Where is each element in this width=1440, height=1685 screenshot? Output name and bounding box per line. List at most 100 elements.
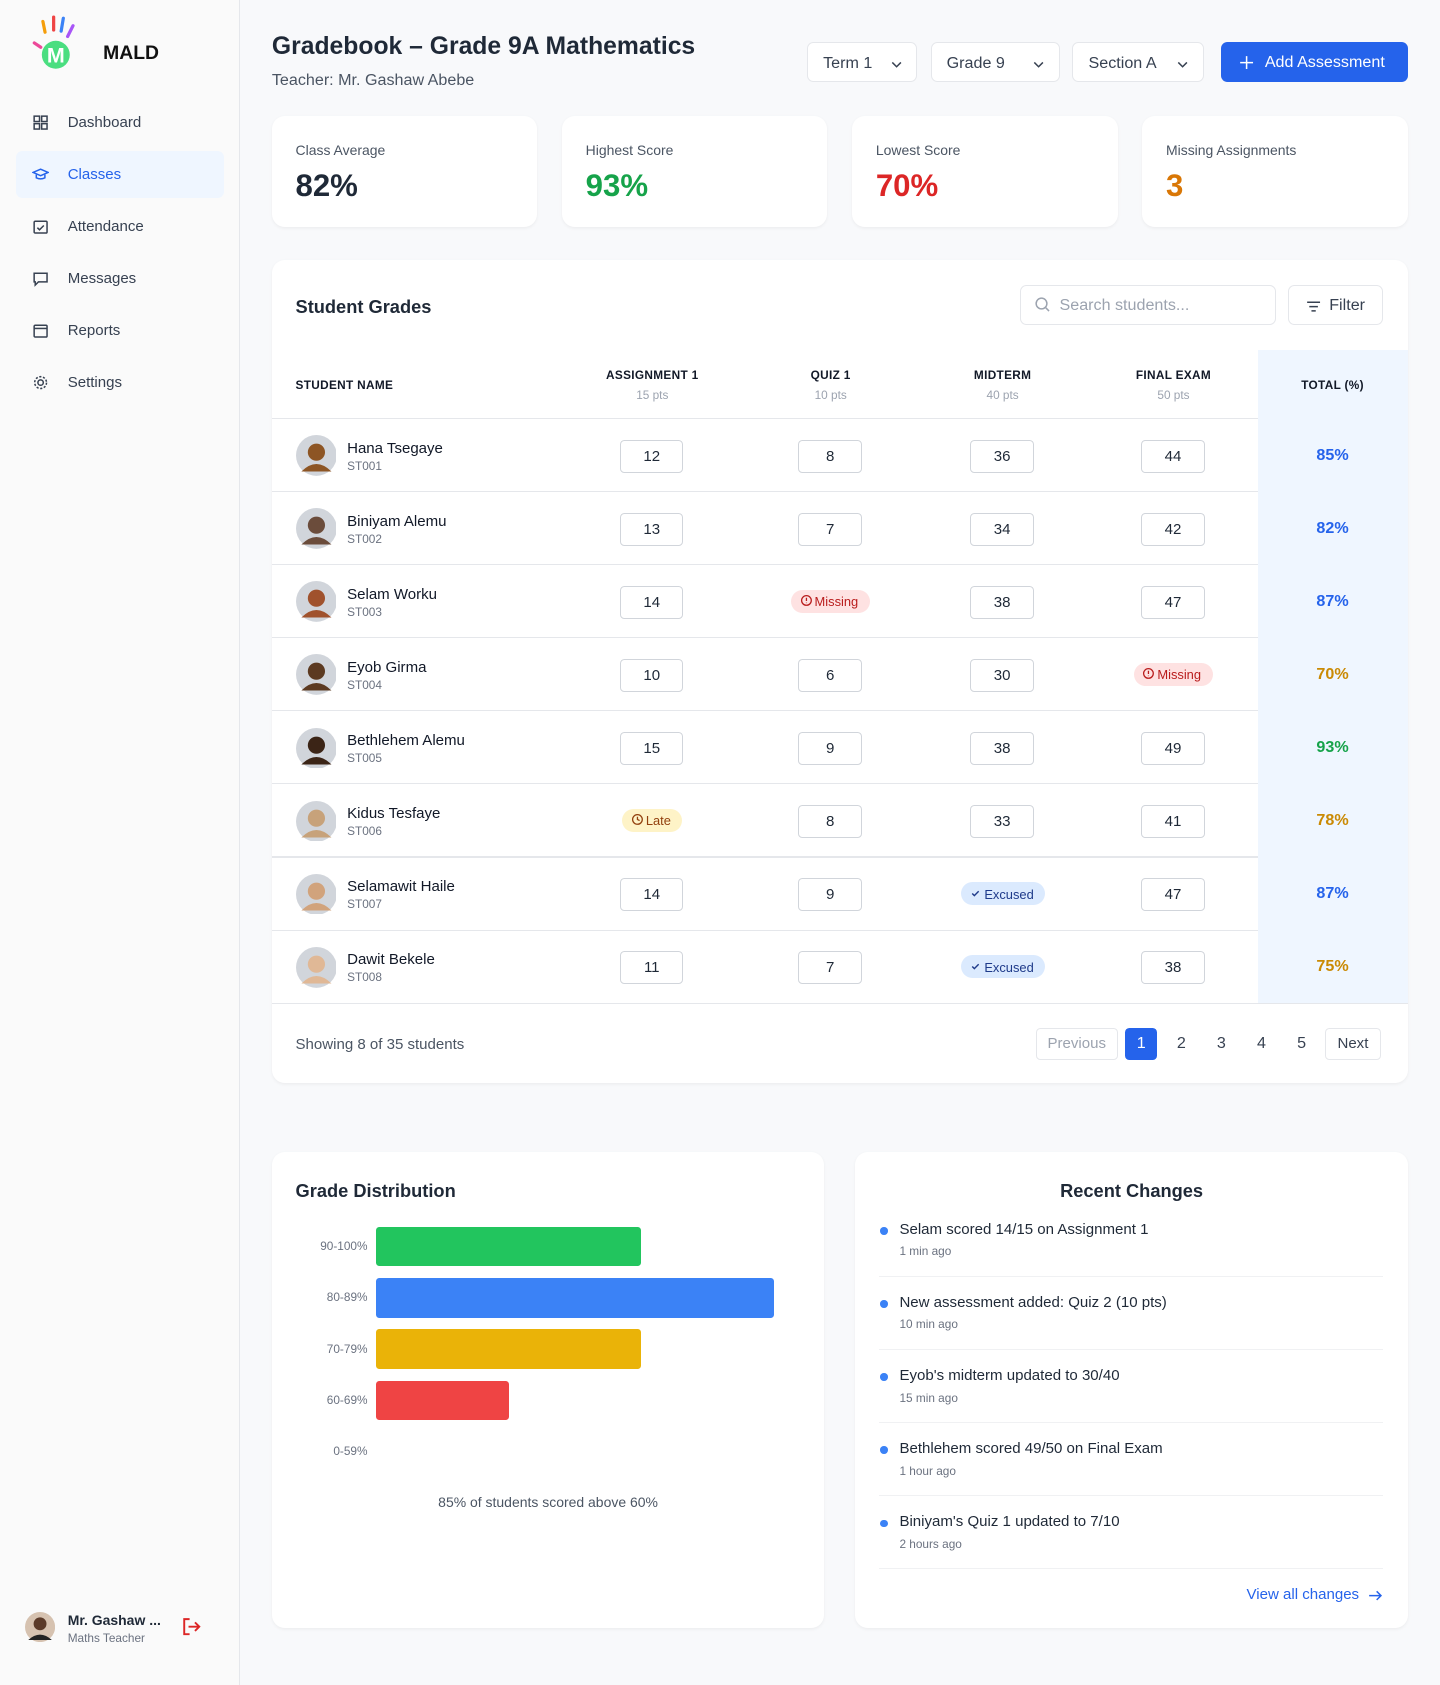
nav-icon (33, 115, 49, 130)
student-avatar (295, 800, 337, 842)
status-icon (631, 814, 643, 826)
change-time: 15 min ago (899, 1390, 958, 1405)
nav-item[interactable]: Classes (16, 150, 224, 199)
row-rule (271, 710, 1259, 712)
score-input[interactable]: 14 (620, 877, 684, 912)
page-button[interactable]: 3 (1216, 1034, 1226, 1053)
score-input[interactable]: 36 (970, 439, 1034, 473)
status-badge: Late (622, 809, 683, 832)
nav-icon (33, 324, 49, 338)
student-avatar (295, 581, 337, 623)
next-button[interactable]: Next (1325, 1028, 1381, 1060)
brand: MALD (103, 41, 159, 64)
change-text: Selam scored 14/15 on Assignment 1 (899, 1220, 1149, 1238)
page-button[interactable]: 2 (1176, 1034, 1186, 1053)
filter-select[interactable]: Term 1 (807, 41, 917, 82)
user-role: Maths Teacher (67, 1631, 145, 1646)
student-id: ST005 (347, 751, 382, 766)
page-button[interactable]: 1 (1125, 1028, 1158, 1060)
score-input[interactable]: 34 (970, 512, 1034, 546)
column-header: ASSIGNMENT 1 (606, 367, 699, 382)
score-input[interactable]: 49 (1141, 731, 1205, 766)
score-input[interactable]: 44 (1141, 439, 1205, 473)
showing-text: Showing 8 of 35 students (295, 1035, 465, 1053)
nav-icon (34, 375, 48, 390)
y-tick-label: 90-100% (320, 1239, 368, 1254)
score-input[interactable]: 42 (1141, 512, 1205, 546)
y-tick-label: 0-59% (333, 1444, 368, 1459)
add-button[interactable]: Add Assessment (1220, 41, 1408, 82)
score-input[interactable]: 30 (970, 658, 1034, 693)
score-input[interactable]: 8 (798, 439, 862, 473)
change-time: 1 min ago (899, 1244, 952, 1259)
row-rule (271, 929, 1259, 931)
row-rule (271, 491, 1259, 493)
score-input[interactable]: 8 (798, 804, 862, 839)
nav-item[interactable]: Settings (16, 359, 223, 406)
stat-value: 70% (875, 167, 939, 203)
score-input[interactable]: 47 (1141, 877, 1205, 912)
search-box[interactable]: Search students... (1019, 284, 1276, 325)
search-placeholder: Search students... (1059, 296, 1190, 315)
filter-select[interactable]: Section A (1072, 41, 1204, 82)
column-header: MIDTERM (973, 367, 1032, 382)
distribution-card: Grade Distribution 90-100% 80-89% 70-79% 60-… (271, 1152, 825, 1629)
status-icon (972, 963, 980, 970)
item-rule (879, 1275, 1384, 1277)
chevron (1178, 61, 1188, 68)
score-input[interactable]: 47 (1141, 585, 1205, 619)
nav-item[interactable]: Dashboard (16, 99, 223, 146)
nav-item[interactable]: Reports (16, 307, 223, 354)
status-icon (800, 595, 812, 607)
score-input[interactable]: 38 (970, 731, 1034, 766)
score-input[interactable]: 11 (620, 951, 684, 985)
change-text: New assessment added: Quiz 2 (10 pts) (899, 1293, 1167, 1311)
view-all-link[interactable]: View all changes (1246, 1586, 1360, 1604)
footer-rule (271, 1002, 1408, 1004)
status-label: Missing (1157, 667, 1202, 683)
student-name: Hana Tsegaye (347, 439, 443, 457)
score-input[interactable]: 7 (798, 951, 862, 985)
column-header: FINAL EXAM (1135, 367, 1212, 382)
filter-select[interactable]: Grade 9 (930, 41, 1060, 82)
total-percent: 75% (1316, 957, 1349, 976)
logout[interactable] (181, 1617, 202, 1638)
score-input[interactable]: 38 (970, 585, 1034, 619)
table-title: Student Grades (295, 295, 432, 317)
score-input[interactable]: 38 (1141, 951, 1205, 985)
score-input[interactable]: 41 (1141, 804, 1205, 839)
score-input[interactable]: 7 (798, 512, 862, 546)
student-name: Biniyam Alemu (347, 512, 447, 530)
score-input[interactable]: 9 (798, 731, 862, 766)
search-icon (1035, 297, 1050, 313)
score-input[interactable]: 12 (620, 439, 684, 473)
score-input[interactable]: 33 (970, 804, 1034, 839)
score-input[interactable]: 14 (620, 585, 684, 619)
student-id: ST007 (347, 897, 382, 912)
stat-label: Class Average (295, 141, 386, 158)
nav-item[interactable]: Attendance (16, 203, 223, 250)
score-input[interactable]: 9 (798, 877, 862, 912)
score-input[interactable]: 15 (620, 731, 684, 766)
filter-button[interactable]: Filter (1288, 284, 1384, 325)
status-icon (972, 890, 980, 897)
bullet (880, 1519, 888, 1528)
nav-icon (33, 220, 49, 234)
status-label: Excused (984, 886, 1034, 902)
item-rule (879, 1567, 1384, 1569)
stat-value: 3 (1165, 167, 1184, 203)
bar (376, 1226, 642, 1267)
nav-item[interactable]: Messages (16, 255, 223, 302)
page-button[interactable]: 4 (1257, 1034, 1266, 1053)
score-input[interactable]: 13 (620, 512, 684, 546)
score-input[interactable]: 10 (620, 658, 684, 693)
nav-label: Classes (67, 165, 122, 183)
change-text: Eyob's midterm updated to 30/40 (899, 1366, 1120, 1384)
logo: M (32, 15, 75, 69)
column-points: 50 pts (1157, 387, 1190, 402)
score-input[interactable]: 6 (798, 658, 862, 693)
page-button[interactable]: 5 (1297, 1034, 1307, 1053)
bar (376, 1278, 774, 1318)
student-id: ST002 (347, 531, 382, 546)
chart-note: 85% of students scored above 60% (438, 1493, 658, 1510)
